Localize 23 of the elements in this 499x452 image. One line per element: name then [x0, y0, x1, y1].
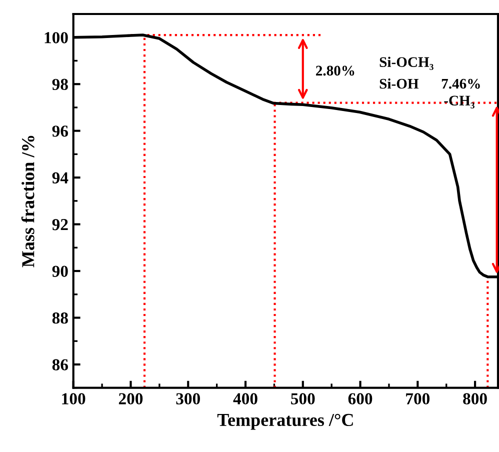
x-axis-title: Temperatures /°C	[217, 414, 353, 430]
y-tick-label: 94	[52, 172, 68, 184]
annotation: 7.46%	[442, 78, 480, 89]
x-tick-label: 800	[463, 393, 487, 404]
annotation: Si-OH	[380, 78, 419, 89]
y-tick-label: 98	[52, 78, 68, 90]
x-tick-label: 200	[118, 393, 143, 404]
annotation: 2.80%	[316, 66, 354, 76]
y-tick-label: 100	[44, 32, 68, 44]
annotation: Si-OCH₃	[380, 56, 434, 70]
x-tick-label: 300	[176, 393, 200, 404]
y-tick-label: 88	[52, 312, 68, 324]
y-axis-title: Mass fraction /%	[21, 136, 34, 268]
x-tick-label: 100	[62, 393, 86, 404]
x-tick-label: 500	[291, 393, 315, 404]
annotation: -CH₃	[444, 96, 474, 108]
x-tick-label: 700	[406, 393, 430, 404]
x-tick-label: 600	[348, 393, 372, 404]
y-tick-label: 92	[52, 219, 68, 230]
y-tick-label: 96	[52, 126, 68, 137]
y-tick-label: 90	[52, 266, 68, 277]
y-tick-label: 86	[52, 359, 68, 370]
x-tick-label: 400	[233, 393, 258, 404]
